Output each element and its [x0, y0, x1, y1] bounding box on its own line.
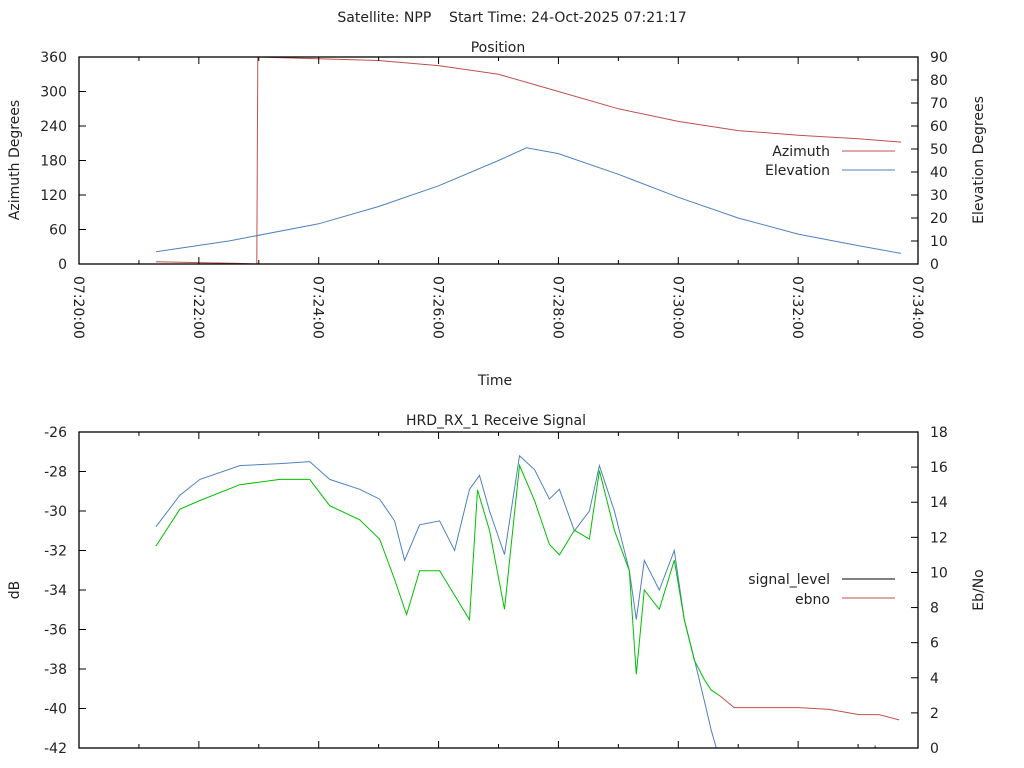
y-tick-label: -40 — [44, 702, 67, 718]
y-tick-label: -36 — [44, 623, 67, 639]
y-tick-label: -26 — [44, 425, 67, 441]
y2-tick-label: 16 — [930, 460, 948, 476]
signal-title: HRD_RX_1 Receive Signal — [406, 413, 586, 429]
y-tick-label: -30 — [44, 504, 67, 520]
y-tick-label: -38 — [44, 662, 67, 678]
series-line-ebno — [155, 463, 720, 696]
y2-tick-label: 50 — [930, 142, 948, 158]
y2-tick-label: 4 — [930, 671, 939, 687]
y-tick-label: -42 — [44, 741, 67, 757]
y2-tick-label: 40 — [930, 165, 948, 181]
series-line-Azimuth — [155, 57, 902, 264]
legend-signal-level-label: signal_level — [748, 572, 830, 588]
signal-y2label: Eb/No — [971, 569, 987, 611]
position-legend: Azimuth Elevation — [765, 144, 895, 179]
y2-tick-label: 14 — [930, 495, 948, 511]
y2-tick-label: 60 — [930, 119, 948, 135]
legend-ebno-label: ebno — [795, 592, 830, 608]
position-plot-area: 07:20:00 07:22:00 07:24:00 07:26:00 07:28:00… — [40, 50, 948, 339]
series-line-Elevation — [155, 147, 902, 254]
y2-tick-label: 0 — [930, 257, 939, 273]
y2-tick-label: 8 — [930, 601, 939, 617]
y-tick-label: 180 — [40, 154, 67, 170]
position-y2label: Elevation Degrees — [971, 96, 987, 224]
y2-tick-label: 90 — [930, 50, 948, 66]
y2-tick-label: 10 — [930, 565, 948, 581]
y-tick-label: 120 — [40, 188, 67, 204]
position-ylabel: Azimuth Degrees — [7, 100, 23, 220]
y2-tick-label: 30 — [930, 188, 948, 204]
x-tick-label: 07:26:00 — [430, 276, 446, 339]
signal-plot: HRD_RX_1 Receive Signal dB Eb/No -42-40-… — [7, 413, 987, 757]
x-tick-label: 07:22:00 — [190, 276, 206, 339]
y2-tick-label: 18 — [930, 425, 948, 441]
series-line-signal_level — [155, 454, 877, 748]
signal-legend: signal_level ebno — [748, 572, 895, 608]
y-tick-label: -32 — [44, 544, 67, 560]
position-xlabel: Time — [477, 373, 512, 389]
y-tick-label: 60 — [49, 223, 67, 239]
series-line-ebno-unlocked — [718, 694, 900, 721]
y2-tick-label: 12 — [930, 530, 948, 546]
signal-ylabel: dB — [7, 581, 23, 600]
y-tick-label: 360 — [40, 50, 67, 66]
x-tick-label: 07:30:00 — [669, 276, 685, 339]
y-tick-label: 240 — [40, 119, 67, 135]
y-tick-label: -34 — [44, 583, 67, 599]
plot-frame — [78, 431, 919, 749]
y2-tick-label: 0 — [930, 741, 939, 757]
y-tick-label: 300 — [40, 85, 67, 101]
y2-tick-label: 2 — [930, 706, 939, 722]
x-tick-label: 07:28:00 — [549, 276, 565, 339]
position-plot: Position Time Azimuth Degrees Elevation … — [7, 40, 987, 389]
y2-tick-label: 6 — [930, 636, 939, 652]
y2-tick-label: 10 — [930, 234, 948, 250]
y2-tick-label: 20 — [930, 211, 948, 227]
y-tick-label: -28 — [44, 465, 67, 481]
legend-elevation-label: Elevation — [765, 163, 830, 179]
y2-tick-label: 80 — [930, 73, 948, 89]
x-tick-label: 07:20:00 — [70, 276, 86, 339]
figure-title: Satellite: NPP Start Time: 24-Oct-2025 0… — [337, 10, 686, 26]
legend-azimuth-label: Azimuth — [772, 144, 830, 160]
x-tick-label: 07:24:00 — [310, 276, 326, 339]
position-title: Position — [471, 40, 526, 56]
signal-plot-area: -42 -40 -38 -36 -34 -32 -30 -28 -26 0 2 4 6 8 10 12 14 16… — [44, 425, 948, 757]
x-tick-label: 07:32:00 — [789, 276, 805, 339]
y2-tick-label: 70 — [930, 96, 948, 112]
y-tick-label: 0 — [58, 257, 67, 273]
x-tick-label: 07:34:00 — [909, 276, 925, 339]
